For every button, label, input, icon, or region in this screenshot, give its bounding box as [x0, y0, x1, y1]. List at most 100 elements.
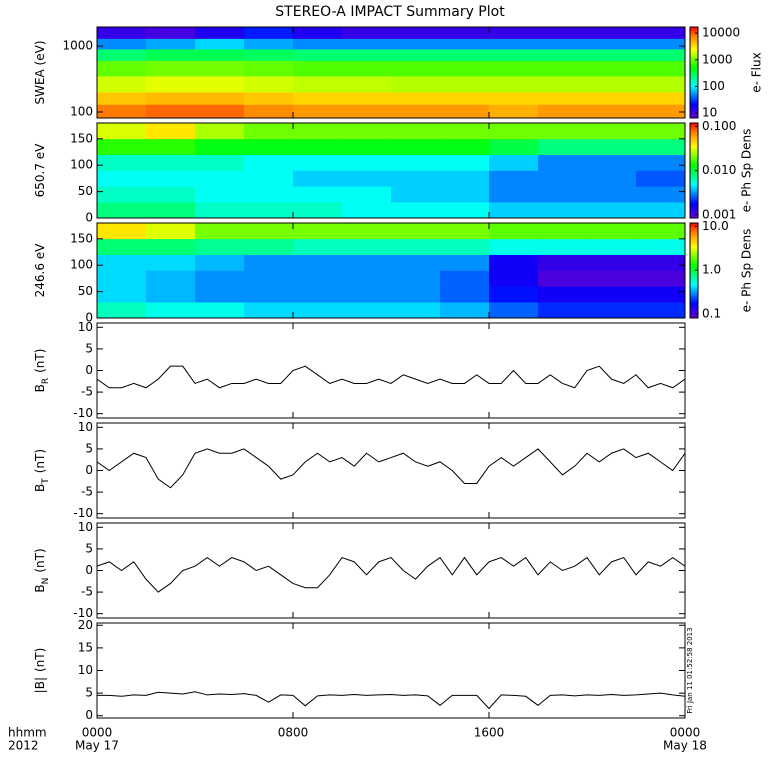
- colorbar-tick-label: 100: [702, 79, 725, 93]
- heatmap-cell: [538, 170, 588, 187]
- heatmap-cell: [538, 270, 588, 287]
- heatmap-cell: [489, 49, 539, 62]
- y-tick-label: 100: [70, 158, 93, 172]
- heatmap-cell: [244, 170, 294, 187]
- heatmap-cell: [195, 60, 245, 77]
- heatmap-cell: [342, 270, 392, 287]
- heatmap-cell: [489, 223, 539, 240]
- y-label-sub: R: [41, 378, 51, 384]
- heatmap-cell: [391, 286, 441, 303]
- heatmap-cell: [293, 27, 343, 39]
- y-tick-label: 50: [78, 284, 93, 298]
- heatmap-cell: [538, 286, 588, 303]
- heatmap-cell: [587, 186, 637, 203]
- heatmap-cell: [97, 38, 147, 50]
- heatmap-cell: [244, 154, 294, 171]
- heatmap-cell: [97, 186, 147, 203]
- y-label-sub: T: [41, 478, 51, 485]
- heatmap-cell: [440, 286, 490, 303]
- heatmap-cell: [195, 238, 245, 255]
- heatmap-cell: [636, 254, 685, 271]
- heatmap-cell: [146, 123, 196, 140]
- y-axis-label: BN (nT): [33, 548, 51, 592]
- panel-frame: [96, 222, 686, 319]
- heatmap-cell: [97, 138, 147, 155]
- heatmap-cell: [489, 154, 539, 171]
- heatmap-cell: [97, 223, 147, 240]
- y-axis-label: |B| (nT): [33, 648, 47, 694]
- y-axis-label: BR (nT): [33, 349, 51, 393]
- heatmap-cell: [146, 286, 196, 303]
- heatmap-cell: [391, 38, 441, 50]
- heatmap-cell: [489, 286, 539, 303]
- heatmap-cell: [97, 270, 147, 287]
- heatmap-cell: [293, 49, 343, 62]
- heatmap-cell: [244, 27, 294, 39]
- heatmap-cell: [587, 76, 637, 93]
- heatmap-cell: [587, 138, 637, 155]
- heatmap-cell: [293, 76, 343, 93]
- y-tick-label: 150: [70, 131, 93, 145]
- heatmap-cell: [146, 138, 196, 155]
- heatmap-cell: [146, 38, 196, 50]
- heatmap-cell: [636, 202, 685, 218]
- heatmap-cell: [342, 254, 392, 271]
- heatmap-cell: [538, 60, 588, 77]
- panel-heatmap: [97, 223, 685, 318]
- heatmap-cell: [342, 302, 392, 318]
- heatmap-cell: [538, 254, 588, 271]
- x-axis-header: 2012: [8, 739, 39, 753]
- heatmap-cell: [244, 202, 294, 218]
- heatmap-cell: [146, 27, 196, 39]
- heatmap-cell: [195, 254, 245, 271]
- heatmap-cell: [489, 138, 539, 155]
- panel-heatmap: [97, 123, 685, 218]
- colorbar-tick-label: 0.100: [702, 119, 736, 133]
- y-label-unit: (nT): [33, 349, 47, 373]
- heatmap-cell: [97, 202, 147, 218]
- heatmap-cell: [538, 223, 588, 240]
- y-tick-label: 100: [70, 104, 93, 118]
- heatmap-cell: [293, 223, 343, 240]
- heatmap-cell: [146, 154, 196, 171]
- colorbar-tick-label: 1000: [702, 52, 733, 66]
- colorbar-tick-label: 0.001: [702, 207, 736, 221]
- heatmap-cell: [636, 270, 685, 287]
- chart-title: STEREO-A IMPACT Summary Plot: [275, 4, 505, 20]
- heatmap-cell: [489, 170, 539, 187]
- heatmap-cell: [195, 270, 245, 287]
- y-label-main: 650.7 eV: [33, 143, 47, 198]
- y-label-main: B: [33, 584, 47, 592]
- heatmap-cell: [195, 104, 245, 118]
- y-tick-label: -5: [81, 485, 93, 499]
- heatmap-cell: [391, 186, 441, 203]
- heatmap-cell: [146, 76, 196, 93]
- y-axis-label: SWEA (eV): [33, 40, 47, 104]
- heatmap-cell: [146, 186, 196, 203]
- colorbar-tick-label: 10000: [702, 26, 740, 40]
- heatmap-cell: [244, 138, 294, 155]
- x-tick-label: 0000: [82, 726, 113, 740]
- heatmap-cell: [342, 49, 392, 62]
- colorbar-label: e- Flux: [750, 52, 764, 92]
- heatmap-cell: [440, 170, 490, 187]
- heatmap-cell: [391, 123, 441, 140]
- heatmap-cell: [342, 286, 392, 303]
- heatmap-cell: [489, 202, 539, 218]
- heatmap-cell: [489, 238, 539, 255]
- heatmap-cell: [244, 254, 294, 271]
- heatmap-cell: [293, 60, 343, 77]
- heatmap-cell: [342, 202, 392, 218]
- y-tick-label: 10: [78, 420, 93, 434]
- y-tick-label: 0: [85, 211, 93, 225]
- heatmap-cell: [440, 38, 490, 50]
- y-tick-label: 50: [78, 184, 93, 198]
- heatmap-cell: [587, 170, 637, 187]
- heatmap-cell: [195, 302, 245, 318]
- heatmap-cell: [440, 49, 490, 62]
- heatmap-cell: [489, 254, 539, 271]
- heatmap-cell: [244, 270, 294, 287]
- heatmap-cell: [440, 302, 490, 318]
- colorbar-tick-label: 10.0: [702, 219, 729, 233]
- y-tick-label: -5: [81, 585, 93, 599]
